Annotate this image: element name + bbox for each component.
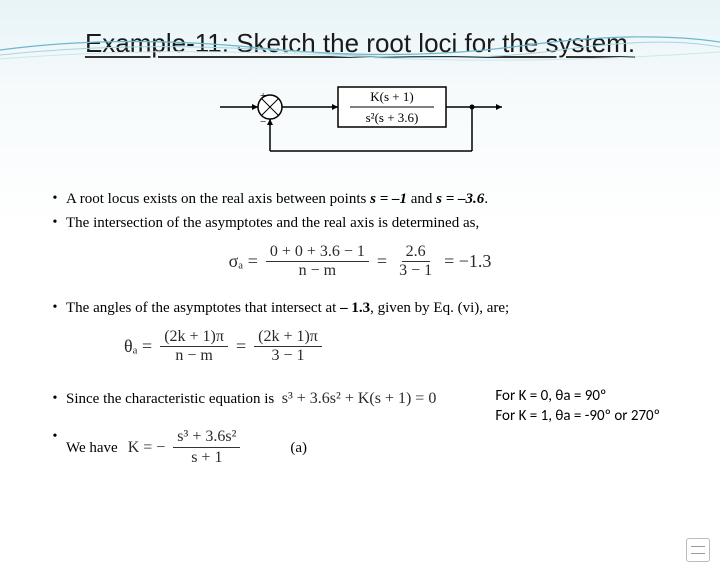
sigma-equation: σₐ = 0 + 0 + 3.6 − 1n − m = 2.63 − 1 = −…	[44, 243, 676, 280]
bullet-3: • The angles of the asymptotes that inte…	[44, 298, 676, 318]
svg-text:−: −	[260, 116, 266, 128]
svg-text:K(s + 1): K(s + 1)	[370, 89, 413, 104]
svg-text:s²(s + 3.6): s²(s + 3.6)	[366, 110, 419, 125]
theta-equation: θₐ = (2k + 1)πn − m = (2k + 1)π3 − 1	[44, 328, 676, 365]
bullet-5: • We have K = − s³ + 3.6s²s + 1 (a)	[44, 427, 676, 468]
page-title: Example-11: Sketch the root loci for the…	[0, 28, 720, 59]
svg-text:+: +	[260, 90, 266, 102]
angle-results: For K = 0, θa = 90º For K = 1, θa = -90º…	[495, 386, 660, 426]
block-diagram: + − K(s + 1) s²(s + 3.6)	[0, 77, 720, 167]
slide-menu-icon[interactable]	[686, 538, 710, 562]
eq-label-a: (a)	[290, 438, 307, 458]
bullet-2: • The intersection of the asymptotes and…	[44, 213, 676, 233]
bullet-1: • A root locus exists on the real axis b…	[44, 189, 676, 209]
